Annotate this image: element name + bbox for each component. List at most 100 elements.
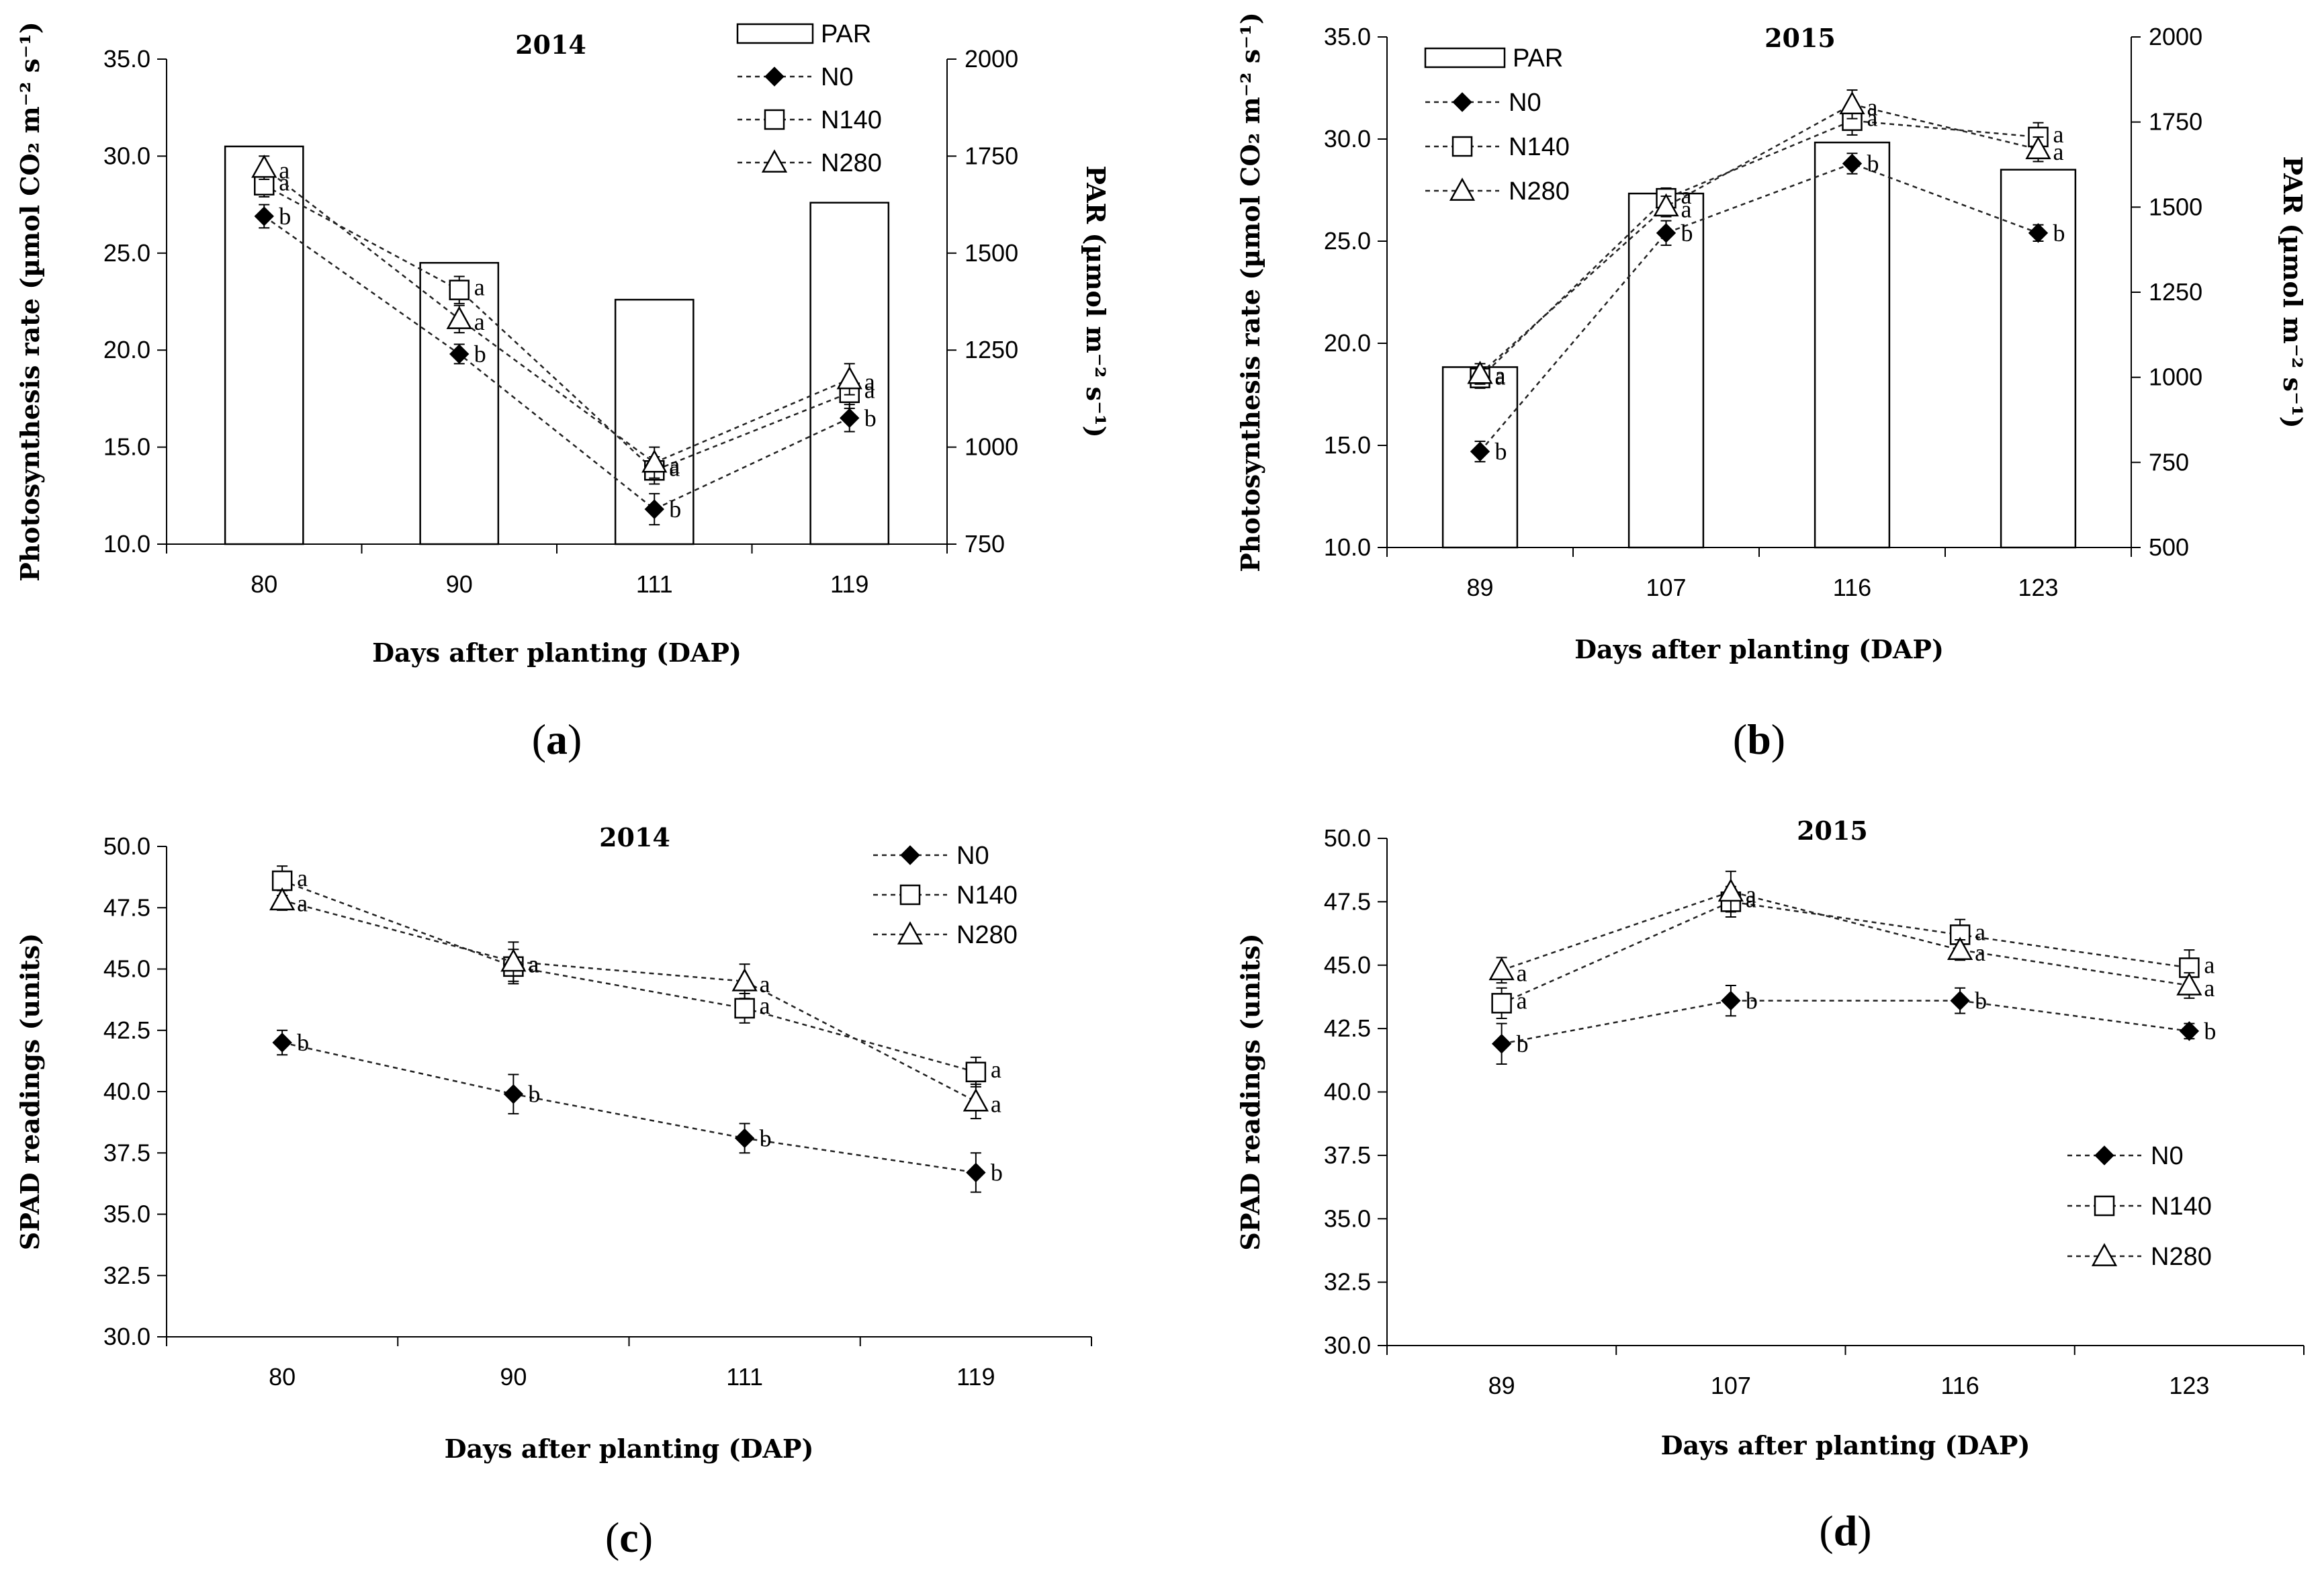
data-point-n280: [1717, 878, 1744, 902]
significance-letter: a: [991, 1091, 1001, 1118]
data-point-n0: [1721, 990, 1741, 1011]
x-tick-label: 119: [956, 1363, 995, 1391]
y-tick-label: 40.0: [1324, 1078, 1371, 1106]
significance-letter: b: [1495, 438, 1507, 465]
significance-letter: a: [474, 308, 485, 335]
y-tick-label: 50.0: [103, 832, 150, 860]
data-point-n140: [1491, 993, 1512, 1014]
series-line-n280: [1501, 890, 2190, 987]
y2-axis-label: PAR (µmol m⁻² s⁻¹): [1081, 165, 1111, 437]
significance-letter: b: [1867, 150, 1879, 177]
legend-label: N0: [821, 63, 854, 91]
y-axis-label: SPAD readings (units): [15, 933, 45, 1250]
par-bar: [1814, 141, 1891, 549]
y-tick-label: 37.5: [1324, 1141, 1371, 1169]
y2-tick-label: 500: [2149, 533, 2189, 561]
data-point-n0: [2179, 1021, 2200, 1041]
y2-tick-label: 750: [2149, 448, 2189, 476]
data-point-n280: [1839, 91, 1865, 115]
y2-tick-label: 1250: [965, 336, 1018, 363]
significance-letter: a: [1867, 105, 1878, 132]
data-point-n0: [1950, 990, 1970, 1011]
significance-letter: a: [297, 889, 308, 916]
panel-label: (d): [1819, 1507, 1871, 1554]
significance-letter: a: [1867, 93, 1878, 120]
y-tick-label: 32.5: [1324, 1268, 1371, 1296]
y-tick-label: 40.0: [103, 1078, 150, 1105]
data-point-n280: [2176, 972, 2202, 996]
legend: N0 N140 N280: [2067, 1142, 2212, 1271]
data-point-n280: [1947, 936, 1973, 960]
chart-a: 750 1000 1250 1500 1750 2000 PAR (µmol m⁻² s⁻¹…: [15, 20, 1111, 763]
data-point-n140: [271, 870, 293, 891]
legend-marker-n140: [899, 884, 921, 906]
x-tick-label: 116: [1940, 1372, 1979, 1399]
series-line-n0: [263, 215, 850, 511]
data-point-n280: [1653, 193, 1679, 217]
y-axis-label: SPAD readings (units): [1235, 933, 1265, 1250]
y2-tick-label: 1500: [2149, 193, 2202, 220]
significance-letter: a: [2053, 138, 2064, 165]
y2-tick-label: 1750: [2149, 108, 2202, 136]
x-tick-label: 119: [830, 570, 868, 598]
x-tick-label: 107: [1646, 574, 1686, 601]
legend-label: N280: [821, 149, 882, 177]
legend-marker-n0: [1452, 92, 1472, 112]
significance-letter: b: [279, 203, 291, 230]
legend: PAR N0 N140 N280: [1424, 44, 1570, 206]
legend-label: N140: [956, 881, 1018, 910]
legend-label: N280: [956, 921, 1018, 949]
significance-letter: b: [1746, 988, 1758, 1014]
data-point-n0: [734, 1128, 755, 1149]
y-tick-label: 20.0: [103, 336, 150, 363]
legend-label: N140: [1509, 133, 1570, 161]
significance-letter: a: [528, 951, 539, 978]
significance-letter: a: [1746, 881, 1756, 908]
significance-letter: b: [528, 1081, 540, 1108]
significance-letter: a: [528, 951, 539, 977]
significance-letter: b: [1517, 1030, 1529, 1057]
y-tick-label: 25.0: [1324, 227, 1371, 255]
y-tick-label: 10.0: [103, 530, 150, 558]
x-axis-label: Days after planting (DAP): [372, 638, 742, 668]
x-tick-label: 90: [446, 570, 473, 598]
legend-marker-n280: [2091, 1243, 2118, 1266]
significance-letter: b: [864, 404, 877, 431]
significance-letter: a: [864, 369, 875, 396]
legend-label: N280: [2151, 1243, 2212, 1271]
y2-tick-label: 750: [965, 530, 1005, 558]
legend-label: N140: [821, 106, 882, 134]
y-tick-label: 30.0: [103, 1323, 150, 1350]
panel-label: (a): [532, 715, 582, 763]
significance-letter: b: [760, 1125, 772, 1151]
series-line-n0: [1501, 1000, 2190, 1045]
significance-letter: b: [991, 1159, 1003, 1186]
x-tick-label: 111: [726, 1363, 763, 1391]
y2-tick-label: 2000: [965, 45, 1018, 73]
y-tick-label: 10.0: [1324, 533, 1371, 561]
legend-marker-n280: [1449, 177, 1476, 201]
y-tick-label: 47.5: [1324, 887, 1371, 915]
series-line-n0: [1479, 163, 2039, 452]
legend-swatch-par: [1424, 47, 1506, 69]
y-tick-label: 15.0: [103, 433, 150, 461]
legend: N0 N140 N280: [873, 842, 1018, 949]
data-point-n140: [734, 998, 755, 1019]
data-point-n280: [836, 365, 862, 390]
y-tick-label: 30.0: [1324, 1331, 1371, 1359]
y2-axis-label: PAR (µmol m⁻² s⁻¹): [2278, 156, 2308, 428]
significance-letter: a: [991, 1056, 1001, 1083]
data-point-n280: [2025, 136, 2051, 160]
y-axis-label: Photosynthesis rate (µmol CO₂ m⁻² s⁻¹): [1235, 12, 1265, 572]
legend-label: N0: [956, 842, 989, 870]
y-tick-label: 37.5: [103, 1139, 150, 1166]
data-point-n0: [1656, 223, 1677, 243]
y-tick-label: 30.0: [103, 142, 150, 169]
y-tick-label: 42.5: [103, 1016, 150, 1044]
y2-tick-label: 1000: [965, 433, 1018, 461]
x-tick-label: 90: [500, 1363, 527, 1391]
significance-letter: a: [279, 169, 289, 196]
legend-swatch-par: [736, 23, 814, 44]
panel-label: (c): [605, 1513, 653, 1561]
